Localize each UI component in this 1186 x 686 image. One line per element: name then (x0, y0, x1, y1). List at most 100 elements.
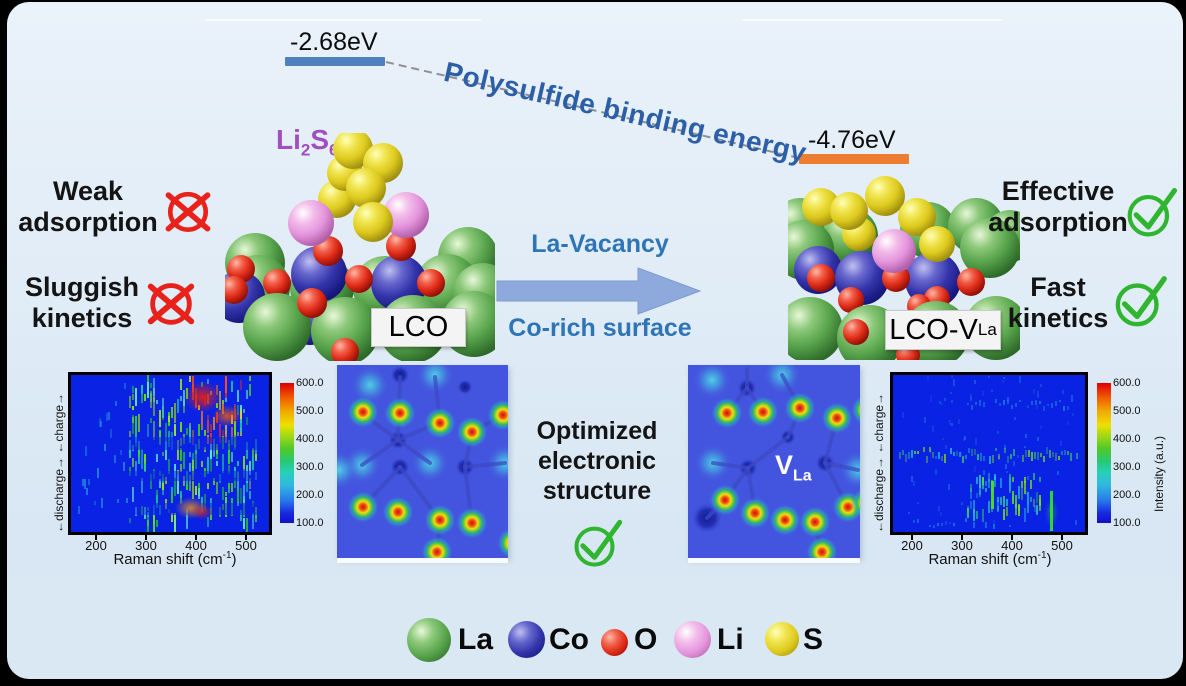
raman-streak (1070, 395, 1073, 403)
raman-streak (1048, 506, 1051, 512)
raman-streak (950, 447, 952, 455)
x-tick-label: 200 (901, 538, 923, 553)
lco-box: LCO (371, 308, 466, 347)
raman-streak (940, 512, 943, 517)
raman-streak (237, 461, 240, 467)
optimized-line2: electronic (537, 447, 657, 475)
legend-label-li: Li (717, 623, 744, 656)
colorbar-tick-label: 600.0 (1113, 377, 1141, 389)
raman-streak (1067, 421, 1070, 426)
raman-streak (985, 487, 988, 493)
colorbar-tick-label: 300.0 (1113, 461, 1141, 473)
x-tick-mark (1061, 535, 1063, 540)
raman-streak (165, 440, 168, 460)
raman-streak (924, 416, 927, 423)
raman-streak (165, 423, 168, 443)
raman-streak (926, 456, 928, 464)
raman-streak (153, 515, 156, 532)
raman-streak (905, 453, 907, 463)
raman-streak (237, 431, 240, 437)
raman-streak (243, 517, 246, 530)
raman-streak (1011, 405, 1013, 410)
raman-streak (168, 416, 171, 422)
raman-streak (115, 400, 118, 406)
raman-streak (129, 430, 132, 437)
raman-streak (1025, 433, 1028, 438)
x-tick-label: 200 (85, 538, 107, 553)
raman-streak (252, 513, 255, 529)
raman-lco-vla-xlabel: Raman shift (cm-1) (910, 550, 1070, 568)
raman-streak (246, 389, 249, 400)
raman-streak (135, 387, 138, 407)
raman-streak (156, 453, 159, 462)
cluster-lco (225, 133, 495, 361)
raman-streak (1000, 478, 1003, 488)
atom-O (843, 319, 869, 345)
raman-streak (210, 444, 213, 460)
raman-streak (1010, 453, 1012, 459)
raman-streak (174, 425, 177, 436)
raman-streak (944, 445, 947, 449)
raman-streak (976, 476, 979, 485)
raman-hot-blob (1042, 493, 1061, 532)
lco-vla-box: LCO-V La (885, 310, 1001, 350)
raman-streak (970, 488, 973, 500)
raman-streak (153, 420, 156, 441)
raman-streak (926, 375, 929, 380)
raman-streak (1032, 389, 1035, 394)
raman-streak (948, 419, 951, 425)
raman-streak (249, 385, 252, 395)
raman-streak (189, 463, 192, 472)
raman-streak (147, 520, 150, 532)
raman-streak (126, 498, 128, 503)
colorbar-tick-label: 500.0 (1113, 405, 1141, 417)
raman-streak (1015, 503, 1018, 516)
fast-line2: kinetics (1007, 303, 1109, 333)
raman-streak (944, 454, 946, 464)
raman-streak (913, 519, 915, 524)
raman-streak (246, 478, 249, 492)
raman-streak (1003, 399, 1005, 406)
raman-streak (923, 447, 925, 452)
colorbar-tick-label: 300.0 (296, 461, 324, 473)
raman-streak (1057, 470, 1060, 476)
raman-streak (195, 486, 198, 496)
raman-streak (1027, 492, 1030, 506)
energy-bar-lco-vla (799, 154, 909, 164)
raman-streak (971, 448, 973, 456)
raman-streak (913, 480, 916, 486)
raman-streak (1019, 399, 1021, 402)
raman-streak (983, 456, 985, 462)
density-map-left-margin (337, 558, 508, 563)
raman-streak (1018, 504, 1021, 516)
raman-streak (240, 379, 243, 390)
raman-streak (940, 402, 943, 406)
raman-streak (237, 390, 240, 403)
raman-streak (985, 480, 988, 486)
atom-S (346, 168, 386, 208)
legend-sphere-s (765, 622, 799, 656)
raman-streak (995, 399, 997, 403)
raman-streak (147, 382, 150, 398)
raman-streak (976, 492, 979, 499)
raman-streak (87, 479, 90, 485)
raman-streak (135, 416, 138, 436)
vacancy-base: V (775, 450, 794, 480)
raman-streak (964, 436, 967, 441)
density-map-lco (337, 365, 508, 558)
raman-streak (908, 452, 910, 459)
raman-streak (162, 482, 165, 491)
raman-streak (186, 427, 189, 436)
density-hotspot (821, 402, 853, 434)
legend-label-co: Co (549, 623, 589, 656)
atom-La (788, 297, 843, 360)
raman-streak (949, 391, 952, 394)
raman-streak (84, 445, 87, 457)
x-tick-label: 400 (1001, 538, 1023, 553)
density-hotspot (421, 536, 453, 558)
raman-lco-vla-ylabel: ←discharge→ ←charge→ (872, 392, 886, 533)
raman-streak (192, 459, 195, 468)
raman-streak (1006, 507, 1009, 517)
atom-O (386, 231, 416, 261)
